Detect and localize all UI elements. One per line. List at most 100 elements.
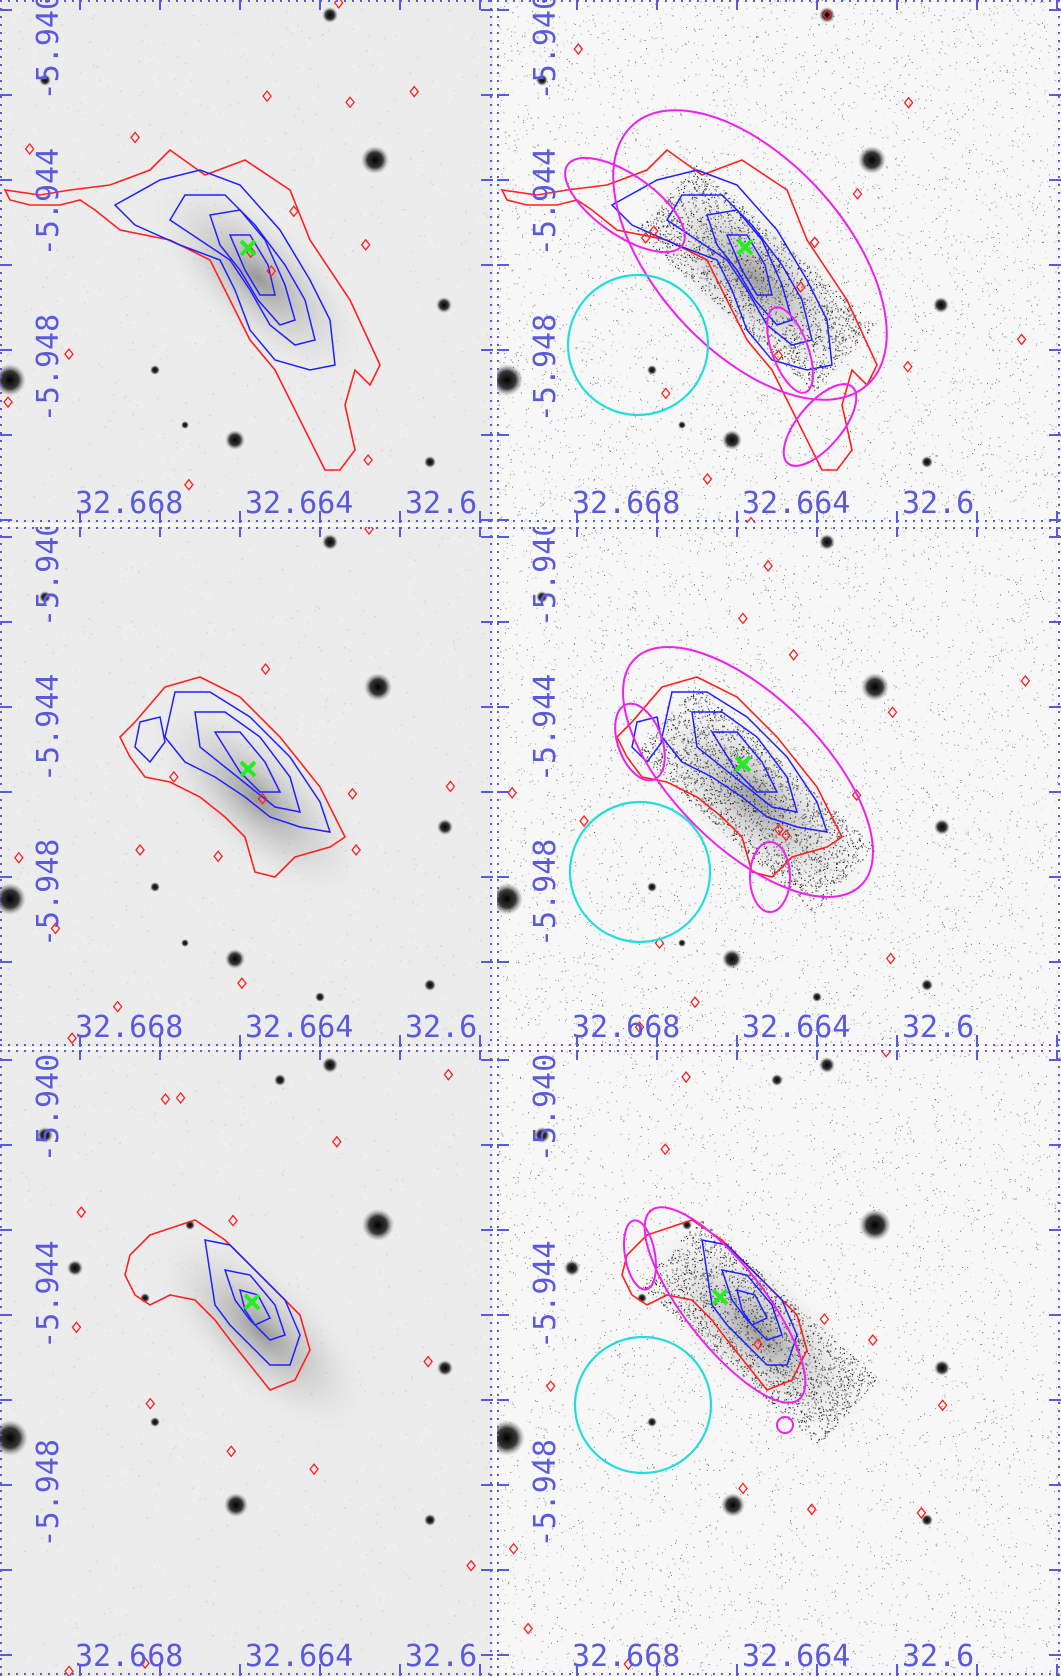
star [934,1360,950,1376]
contour-speck [160,1092,171,1106]
contour-speck [67,1032,77,1045]
contour-speck [14,851,24,864]
x-tick-label: 32.664 [742,486,850,521]
green-x-icon [736,238,754,256]
contour-speck [135,843,145,856]
contour-inner [720,1269,783,1341]
star [322,534,338,550]
contour-inner [238,1288,272,1326]
contour-speck [333,0,344,9]
star [861,673,889,701]
column-divider [493,0,497,1676]
contour-inner [735,1288,769,1326]
aperture-ellipse [643,1206,807,1404]
contour-speck [289,205,299,218]
y-tick-label: -5.940 [31,527,66,627]
contour-speck [228,1214,238,1227]
y-tick-label: -5.948 [31,1439,66,1547]
contour-speck [226,1445,237,1458]
aperture-ellipse [612,109,888,401]
contour-speck [347,787,358,800]
contour-speck [681,1071,691,1084]
galaxy-glow [146,174,370,382]
panel-canvas: -5.940 -5.944 -5.948 32.668 32.664 32.6 [0,0,493,523]
y-tick-label: -5.944 [528,1240,563,1348]
x-tick-label: 32.668 [75,1639,183,1674]
contour-speck [573,43,584,56]
row-divider [0,523,1061,526]
contour-inner [228,234,276,296]
star [771,1074,783,1086]
contour-speck [266,264,277,278]
contour-speck [112,1000,123,1013]
image-panel-r3c2: -5.940 -5.944 -5.948 32.668 32.664 32.6 [497,1050,1061,1676]
star [497,883,523,915]
x-tick-label: 32.668 [572,486,680,521]
contour-speck [443,1068,454,1081]
contour-speck [175,1091,186,1104]
contour-speck [24,142,35,156]
star [362,1209,394,1241]
star [225,430,245,450]
contour-inner [164,691,332,833]
star [424,456,436,468]
contour-speck [795,280,806,294]
axis-ticks [0,1050,493,1676]
contour-speck [746,516,756,523]
star [933,297,949,313]
contour-speck [738,612,748,625]
contour-inner [701,1239,798,1366]
contour-speck [423,1355,433,1368]
star [322,1057,338,1073]
contour-outer [119,676,347,878]
contour-speck [690,996,700,1009]
contour-inner [213,731,282,793]
aperture-ellipse [614,702,666,782]
contour-speck [738,1482,748,1495]
x-tick-label: 32.6 [902,1639,974,1674]
star [424,979,436,991]
green-x-icon [239,760,257,778]
contour-speck [71,1321,82,1334]
star [0,883,26,915]
y-tick-label: -5.940 [528,0,563,100]
contour-speck [885,952,896,965]
contour-speck [648,225,659,238]
star [225,949,245,969]
contour-inner [661,691,829,833]
image-panel-r1c2: -5.940 -5.944 -5.948 32.668 32.664 32.6 [497,0,1061,523]
y-tick-label: -5.944 [31,1240,66,1348]
contour-inner [168,194,316,346]
image-panel-r3c1: -5.940 -5.944 -5.948 32.668 32.664 32.6 [0,1050,493,1676]
contour-speck [445,780,456,793]
star [921,979,933,991]
contour-speck [1020,674,1031,687]
contour-speck [640,231,651,244]
x-tick-label: 32.6 [405,1010,477,1045]
contour-speck [702,472,713,485]
aperture-ellipse [623,1219,657,1291]
x-tick-label: 32.668 [75,486,183,521]
stars [497,534,950,1002]
image-panel-r1c1: -5.940 -5.944 -5.948 32.668 32.664 32.6 [0,0,493,523]
green-x-icon [734,755,752,773]
contour-speck [145,1397,156,1410]
star [721,1493,745,1517]
contour-inner [631,716,663,764]
aperture-ellipse [766,306,814,394]
contour-speck [623,1657,634,1671]
noise-texture [497,0,1061,523]
contour-speck [409,85,420,98]
star [536,591,548,603]
y-tick-label: -5.948 [528,1439,563,1547]
y-tick-label: -5.940 [31,0,66,100]
contour-speck [773,349,784,362]
contour-speck [184,478,194,491]
star [678,939,686,947]
contour-speck [781,829,791,842]
contour-speck [3,396,13,409]
galaxy-grain [644,1221,877,1444]
contour-speck [237,977,247,990]
row-divider [0,1047,1061,1050]
star [497,1420,525,1456]
